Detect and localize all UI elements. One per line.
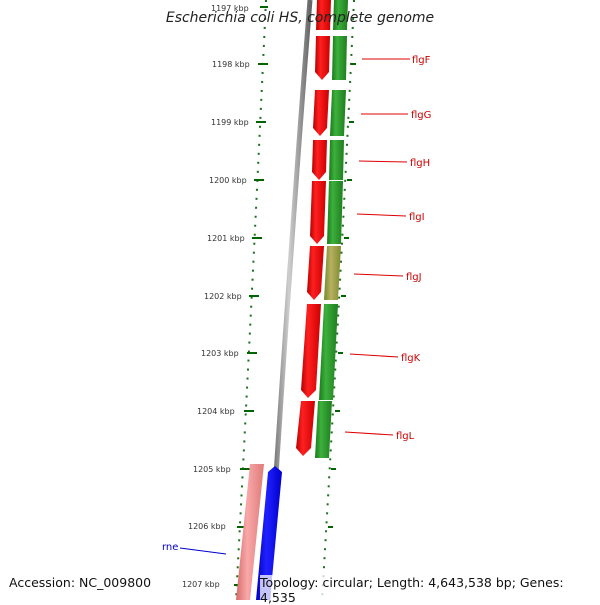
cds-flgH[interactable] bbox=[312, 140, 327, 180]
gene-label-flgL[interactable]: flgL bbox=[396, 431, 415, 442]
gene-flgH[interactable] bbox=[329, 140, 344, 180]
ruler-label-1197: 1197 kbp bbox=[211, 4, 249, 13]
cds-flgJ[interactable] bbox=[307, 246, 324, 300]
gene-label-flgJ[interactable]: flgJ bbox=[406, 272, 422, 283]
forward-gene-track bbox=[315, 0, 348, 458]
gene-label-flgG[interactable]: flgG bbox=[411, 110, 431, 121]
ruler-label-1203: 1203 kbp bbox=[201, 349, 239, 358]
cds-flgG[interactable] bbox=[313, 90, 329, 136]
ruler-label-1205: 1205 kbp bbox=[193, 465, 231, 474]
gene-flgK[interactable] bbox=[319, 304, 338, 400]
gene-label-rne[interactable]: rne bbox=[162, 542, 178, 553]
ruler-label-1198: 1198 kbp bbox=[212, 60, 250, 69]
forward-cds-track bbox=[296, 0, 331, 456]
ruler-label-1206: 1206 kbp bbox=[188, 522, 226, 531]
genome-title: Escherichia coli HS, complete genome bbox=[165, 10, 435, 26]
cds-flgL[interactable] bbox=[296, 401, 315, 456]
accession-label: Accession: NC_009800 bbox=[9, 575, 152, 590]
cds-flgI[interactable] bbox=[310, 181, 326, 244]
gene-label-flgF[interactable]: flgF bbox=[412, 55, 431, 66]
gene-flgG[interactable] bbox=[330, 90, 346, 136]
gene-labels: flgF flgG flgH flgI flgJ flgK flgL rne bbox=[162, 55, 431, 553]
ruler-label-1200: 1200 kbp bbox=[209, 176, 247, 185]
gene-label-flgK[interactable]: flgK bbox=[401, 353, 421, 364]
cds-rne[interactable] bbox=[256, 466, 282, 600]
gene-flgL[interactable] bbox=[315, 401, 332, 458]
cds-flgF[interactable] bbox=[315, 36, 330, 80]
outer-ticks bbox=[328, 63, 356, 528]
gene-flgF[interactable] bbox=[332, 36, 347, 80]
ruler-label-1202: 1202 kbp bbox=[204, 292, 242, 301]
gene-label-flgH[interactable]: flgH bbox=[410, 158, 430, 169]
ruler-label-1204: 1204 kbp bbox=[197, 407, 235, 416]
gene-flgE-tail[interactable] bbox=[333, 0, 348, 30]
ruler: 1197 kbp 1198 kbp 1199 kbp 1200 kbp 1201… bbox=[182, 4, 268, 589]
gene-flgJ[interactable] bbox=[324, 246, 341, 300]
gene-flgI[interactable] bbox=[327, 181, 343, 244]
reverse-track bbox=[236, 464, 282, 600]
genome-summary: Topology: circular; Length: 4,643,538 bp… bbox=[260, 575, 600, 605]
ruler-label-1199: 1199 kbp bbox=[211, 118, 249, 127]
ruler-label-1201: 1201 kbp bbox=[207, 234, 245, 243]
ruler-label-1207: 1207 kbp bbox=[182, 580, 220, 589]
gene-leaders bbox=[344, 58, 410, 436]
gene-label-flgI[interactable]: flgI bbox=[409, 212, 425, 223]
cds-flgE-tail[interactable] bbox=[316, 0, 331, 30]
gene-rne[interactable] bbox=[236, 464, 264, 600]
cds-flgK[interactable] bbox=[301, 304, 321, 398]
rne-leader bbox=[179, 547, 227, 555]
